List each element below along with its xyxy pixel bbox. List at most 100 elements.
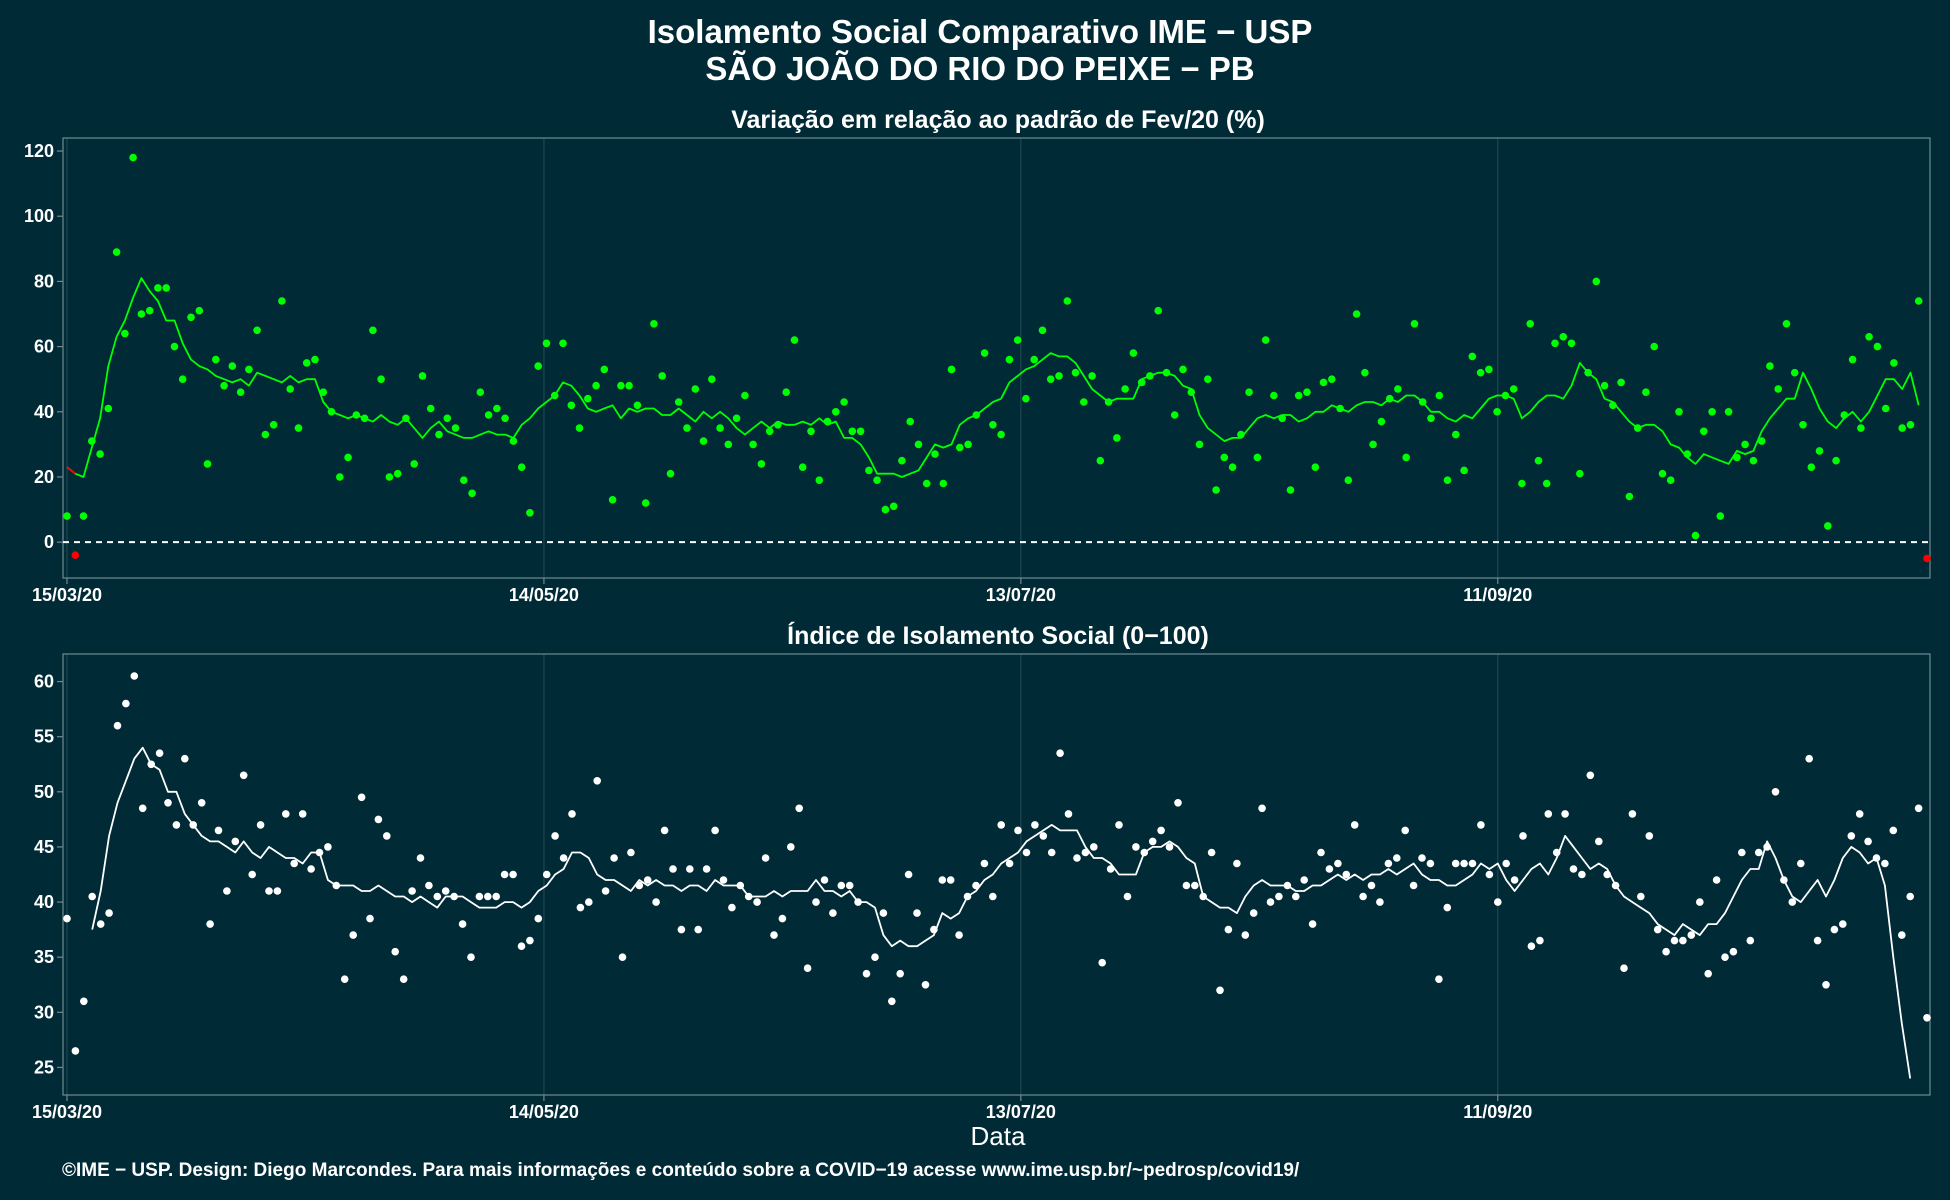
p2-data-point <box>1729 947 1738 956</box>
p1-data-point <box>650 320 658 328</box>
p1-data-point <box>352 411 361 419</box>
p1-data-point <box>203 460 212 468</box>
p2-data-point <box>1855 810 1864 818</box>
p2-data-point <box>1064 810 1073 818</box>
p2-data-point <box>787 843 795 851</box>
panel1-title: Variação em relação ao padrão de Fev/20 … <box>731 106 1265 134</box>
p1-data-point <box>1319 378 1328 387</box>
p1-moving-average-start <box>66 466 76 475</box>
p2-data-point <box>820 876 829 884</box>
p2-data-point <box>1393 854 1401 862</box>
p1-data-point <box>1104 398 1113 406</box>
p2-data-point <box>989 892 997 901</box>
p2-data-point <box>1502 859 1510 868</box>
p1-data-point <box>460 476 468 485</box>
p1-data-point <box>1121 385 1129 393</box>
p1-data-point <box>856 427 865 436</box>
p2-data-point <box>551 832 559 840</box>
p2-data-point <box>290 859 299 868</box>
p2-data-point <box>332 881 341 890</box>
p1-data-point <box>625 381 633 390</box>
p2-ytick-label-2: 35 <box>34 947 54 967</box>
p2-data-point <box>1249 909 1258 917</box>
p1-data-point <box>1212 486 1220 494</box>
p2-data-point <box>1898 931 1906 939</box>
p2-data-point <box>298 810 307 818</box>
p2-data-point <box>1350 821 1359 829</box>
p2-data-point <box>1830 925 1839 934</box>
p2-data-point <box>1746 936 1755 945</box>
p2-data-point <box>1847 832 1856 840</box>
p1-data-point <box>873 476 881 485</box>
p1-data-point <box>377 375 385 384</box>
p2-data-point <box>1653 925 1662 934</box>
p2-data-point <box>1165 843 1174 851</box>
p2-data-point <box>677 925 686 934</box>
p1-data-point <box>1352 310 1361 318</box>
p2-data-point <box>1090 843 1098 851</box>
p2-data-point <box>1174 799 1182 807</box>
p1-data-point <box>1782 320 1791 328</box>
p2-data-point <box>1603 870 1611 879</box>
p1-data-point <box>1865 333 1873 341</box>
p2-data-point <box>374 815 383 824</box>
p1-data-point <box>1534 456 1543 465</box>
p1-moving-average-line <box>66 277 1920 478</box>
p1-data-point <box>741 391 749 400</box>
p1-data-point <box>1914 297 1923 305</box>
p2-data-point <box>1544 810 1553 818</box>
p2-data-point <box>568 810 576 818</box>
p2-data-point <box>1207 848 1216 857</box>
p2-data-point <box>559 854 568 862</box>
p2-data-point <box>526 936 534 945</box>
p2-data-point <box>1578 870 1586 879</box>
p1-data-point <box>1741 440 1749 449</box>
p2-data-point <box>1292 892 1300 901</box>
p2-data-point <box>1460 859 1468 868</box>
p2-data-point <box>425 881 433 890</box>
p1-data-point <box>980 349 989 357</box>
p2-data-point <box>416 854 425 862</box>
p2-data-point <box>761 854 770 862</box>
p1-data-point <box>501 414 509 423</box>
p2-ytick-label-3: 40 <box>34 892 54 912</box>
p1-data-point <box>63 512 71 520</box>
p1-data-point <box>1592 277 1601 286</box>
p2-data-point <box>1258 804 1266 813</box>
p2-data-point <box>1780 876 1788 884</box>
p2-data-point <box>1115 821 1123 829</box>
p1-data-point <box>1038 326 1047 335</box>
p2-data-point <box>1182 881 1191 890</box>
p1-data-point <box>584 394 592 403</box>
p1-data-point <box>914 440 923 449</box>
p2-data-point <box>1216 986 1224 995</box>
p1-data-point <box>600 365 609 374</box>
p1-data-point <box>1402 453 1410 462</box>
p2-data-point <box>1367 881 1376 890</box>
p1-data-point <box>989 421 997 429</box>
p1-data-point <box>1832 456 1840 465</box>
p2-data-point <box>206 920 214 928</box>
p1-ytick-label-5: 100 <box>24 206 54 226</box>
p2-data-point <box>1662 947 1670 956</box>
p1-data-point <box>1170 411 1179 419</box>
p1-data-point <box>1658 469 1667 478</box>
p1-data-point <box>1063 297 1072 305</box>
p1-data-point <box>939 479 948 488</box>
p1-data-point <box>1675 408 1683 416</box>
p1-data-point <box>1766 362 1774 370</box>
p2-data-point <box>778 914 787 923</box>
p1-data-point <box>1551 339 1559 348</box>
p1-data-point <box>1857 424 1865 432</box>
p2-data-point <box>997 821 1005 829</box>
p1-data-point <box>195 306 204 315</box>
p1-data-point <box>1385 394 1394 403</box>
p2-data-point <box>1797 859 1805 868</box>
p2-data-point <box>1906 892 1914 901</box>
p1-data-point <box>815 476 824 485</box>
p1-data-point <box>906 417 914 426</box>
p1-data-point <box>1088 372 1096 380</box>
p2-data-point <box>1401 826 1409 835</box>
p1-data-point <box>1518 479 1526 488</box>
